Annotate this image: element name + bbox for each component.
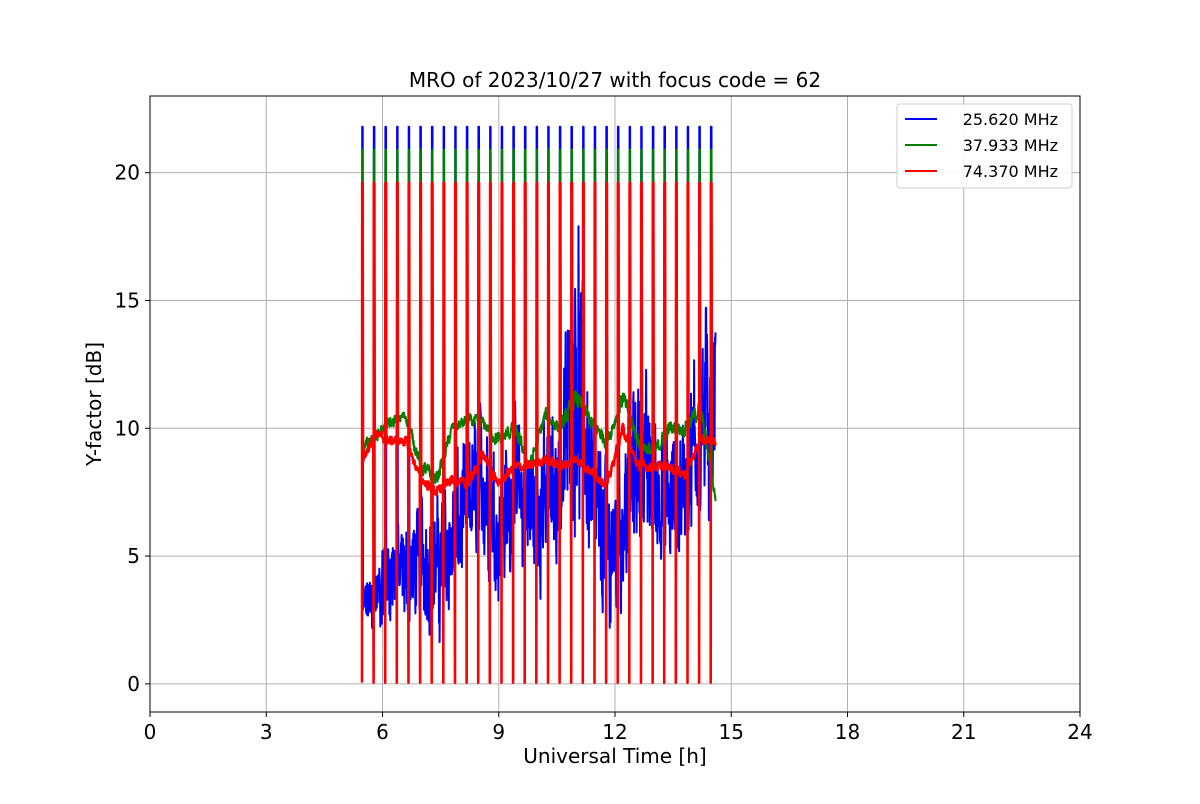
y-tick-label: 5: [127, 544, 140, 568]
legend: 25.620 MHz 37.933 MHz 74.370 MHz: [896, 103, 1073, 189]
legend-label: 25.620 MHz: [963, 110, 1058, 129]
y-tick-label: 0: [127, 672, 140, 696]
x-tick-label: 3: [260, 720, 273, 744]
series-line-3: [360, 181, 717, 684]
y-tick-label: 10: [115, 416, 140, 440]
legend-label: 37.933 MHz: [963, 136, 1058, 155]
x-tick-label: 18: [835, 720, 860, 744]
x-tick-label: 9: [492, 720, 505, 744]
chart-title: MRO of 2023/10/27 with focus code = 62: [409, 68, 821, 92]
y-tick-label: 20: [115, 161, 140, 185]
legend-label: 74.370 MHz: [963, 162, 1058, 181]
x-tick-label: 24: [1067, 720, 1092, 744]
x-tick-label: 0: [144, 720, 157, 744]
plot-area: [360, 125, 717, 684]
y-tick-label: 15: [115, 288, 140, 312]
x-tick-label: 6: [376, 720, 389, 744]
axis-ticks: 0 3 6 9 12 15 18 21 24 0 5 10 15 20: [115, 161, 1093, 744]
legend-box: [896, 103, 1073, 189]
series-line-1: [361, 125, 717, 681]
x-tick-label: 12: [602, 720, 627, 744]
x-tick-label: 21: [951, 720, 976, 744]
y-axis-label: Y-factor [dB]: [82, 342, 106, 467]
x-tick-label: 15: [719, 720, 744, 744]
x-axis-label: Universal Time [h]: [523, 744, 706, 768]
